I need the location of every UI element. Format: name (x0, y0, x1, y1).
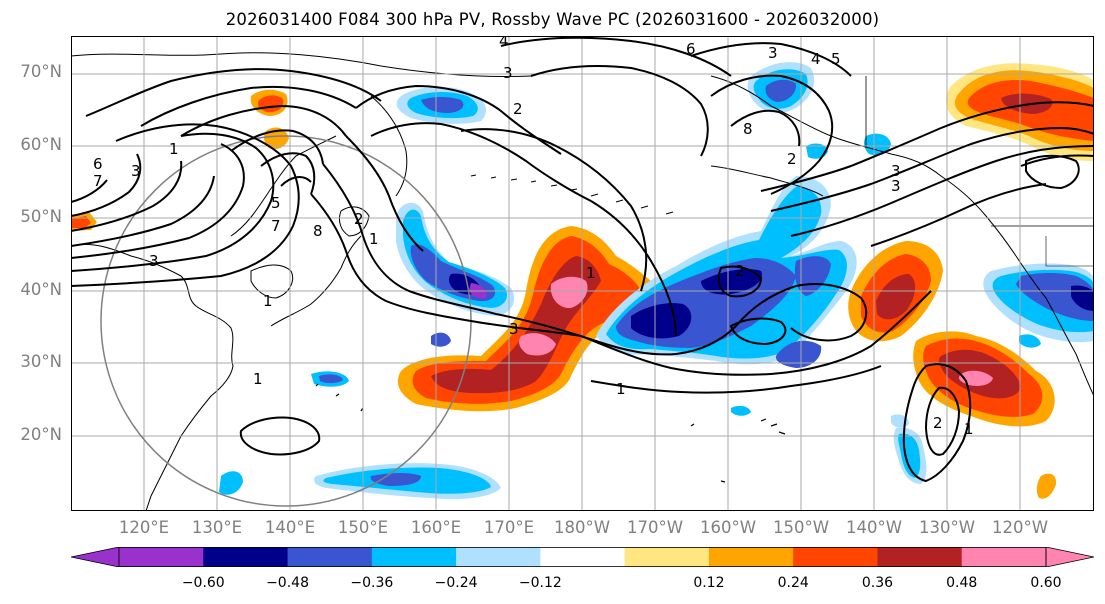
contour-label: 2 (354, 210, 364, 228)
contour-label: 3 (503, 64, 513, 82)
lat-label-20n: 20°N (20, 425, 62, 444)
contour-label: 4 (811, 50, 821, 68)
lat-label-70n: 70°N (20, 62, 62, 81)
contour-label: 1 (253, 370, 263, 388)
colorbar-segment (624, 547, 710, 567)
colorbar-segment (708, 547, 794, 567)
pv-contours (71, 36, 1094, 483)
colorbar-segment (877, 547, 963, 567)
contour-label: 1 (369, 230, 379, 248)
positive-anomaly-shading (71, 63, 1094, 499)
colorbar-extend-high (1045, 547, 1094, 567)
colorbar-segment (119, 547, 204, 567)
colorbar-segment (961, 547, 1047, 567)
contour-label: 1 (263, 292, 273, 310)
colorbar-segment (287, 547, 373, 567)
contour-label: 8 (743, 120, 753, 138)
contour-label: 3 (509, 320, 519, 338)
colorbar-tick-label: −0.36 (350, 575, 394, 591)
lon-label-130w: 130°W (918, 518, 976, 537)
colorbar-segment (456, 547, 541, 567)
colorbar-frame (118, 547, 1047, 567)
colorbar-tick-label: −0.60 (181, 575, 225, 591)
lon-label-120e: 120°E (118, 518, 170, 537)
map-panel: 4 3 6 4 5 2 3 8 1 7 6 3 5 7 8 2 3 1 1 3 … (71, 36, 1094, 511)
colorbar-tick-label: 0.60 (1030, 575, 1062, 591)
colorbar-extend-low (71, 547, 120, 567)
lon-label-120w: 120°W (991, 518, 1049, 537)
contour-label: 6 (93, 155, 103, 173)
contour-label: 7 (271, 217, 281, 235)
colorbar-tick-label: −0.12 (518, 575, 562, 591)
contour-label: 3 (768, 44, 778, 62)
lon-label-140w: 140°W (845, 518, 903, 537)
colorbar-tick-label: −0.48 (266, 575, 309, 591)
lat-label-40n: 40°N (20, 280, 62, 299)
contour-label: 8 (313, 222, 323, 240)
lon-label-150e: 150°E (337, 518, 389, 537)
contour-label: 3 (891, 177, 901, 195)
contour-label: 2 (787, 150, 797, 168)
contour-label: 3 (149, 252, 159, 270)
colorbar-tick-label: 0.48 (946, 575, 978, 591)
contour-label: 1 (964, 420, 974, 438)
contour-label: 2 (735, 262, 745, 280)
contour-label: 5 (271, 194, 281, 212)
contour-label: 4 (499, 36, 509, 50)
contour-label: 6 (686, 40, 696, 58)
lon-label-140e: 140°E (264, 518, 316, 537)
contour-label: 5 (831, 50, 841, 68)
graticule (71, 36, 1094, 511)
contour-label: 1 (586, 264, 596, 282)
colorbar-segment (371, 547, 457, 567)
lon-label-160e: 160°E (410, 518, 462, 537)
colorbar-segment (203, 547, 289, 567)
map-title: 2026031400 F084 300 hPa PV, Rossby Wave … (225, 10, 880, 29)
lon-label-170e: 170°E (483, 518, 535, 537)
contour-label: 7 (93, 172, 103, 190)
negative-anomaly-shading (219, 62, 1094, 500)
colorbar (71, 547, 1094, 567)
lat-label-30n: 30°N (20, 352, 62, 371)
contour-label: 3 (891, 162, 901, 180)
colorbar-segment (793, 547, 878, 567)
colorbar-tick-label: 0.12 (693, 575, 725, 591)
lon-label-150w: 150°W (772, 518, 830, 537)
lon-label-180w: 180°W (553, 518, 611, 537)
colorbar-tick-label: 0.36 (861, 575, 894, 591)
coastlines (71, 52, 1094, 511)
contour-label: 1 (616, 380, 626, 398)
contour-label: 1 (169, 140, 179, 158)
contour-label: 2 (513, 100, 523, 118)
lon-label-130e: 130°E (191, 518, 243, 537)
contour-labels: 4 3 6 4 5 2 3 8 1 7 6 3 5 7 8 2 3 1 1 3 … (93, 36, 974, 438)
colorbar-tick-label: −0.24 (434, 575, 478, 591)
contour-label: 3 (131, 162, 141, 180)
contour-label: 2 (933, 414, 943, 432)
colorbar-tick-label: 0.24 (777, 575, 809, 591)
lat-label-50n: 50°N (20, 207, 62, 226)
colorbar-segment (540, 547, 626, 567)
lat-label-60n: 60°N (20, 135, 62, 154)
lon-label-160w: 160°W (699, 518, 757, 537)
lon-label-170w: 170°W (626, 518, 684, 537)
